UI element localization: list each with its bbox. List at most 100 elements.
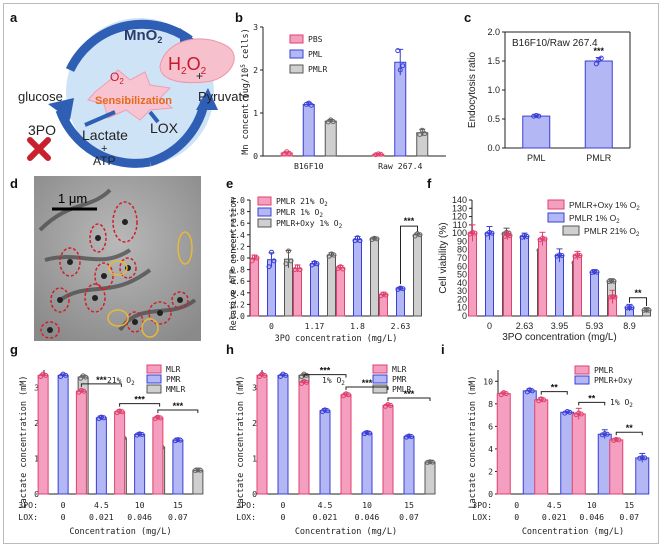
data-point-g	[197, 467, 203, 473]
y-tick-label-c: 0.0	[487, 143, 500, 153]
data-point-i	[564, 408, 570, 414]
data-point-f	[644, 307, 649, 313]
y-axis-label-b-main: Mn concent (ug/10	[241, 68, 251, 155]
x-tick-label-f: 8.9	[623, 321, 636, 331]
row-value-lox-i: 0	[514, 512, 519, 522]
y-tick-label-f: 70	[457, 253, 467, 263]
condition-label-h: 1% O2	[322, 376, 345, 387]
data-point-h	[325, 408, 330, 414]
data-point-h	[404, 434, 409, 440]
red-dashed-circle	[50, 287, 70, 313]
red-dashed-circle	[84, 283, 106, 313]
data-point-f	[559, 253, 565, 259]
legend-swatch-i	[574, 375, 590, 385]
legend-label-f-main: PMLR 21% O	[584, 226, 636, 236]
data-point-e	[340, 266, 346, 272]
legend-label-f-main: PMLR 1% O	[569, 213, 617, 223]
data-point-i	[576, 410, 582, 416]
yellow-circle	[177, 231, 193, 265]
red-dashed-circle	[148, 301, 172, 325]
legend-label-i: PMLR	[594, 366, 613, 375]
data-point-i	[602, 431, 608, 437]
data-point-e	[271, 258, 277, 264]
significance-g: ***	[173, 401, 184, 411]
legend-label-f: PMLR+Oxy 1% O2	[569, 200, 640, 212]
legend-swatch-f	[547, 212, 565, 223]
data-point-e	[312, 260, 317, 266]
legend-swatch-f	[562, 225, 580, 236]
row-value-3po-h: 0	[281, 500, 286, 510]
x-tick-label-f: 3.95	[551, 321, 569, 331]
data-point-i	[637, 455, 643, 461]
condition-label-g-sub: 2	[131, 380, 135, 387]
data-point-i	[604, 431, 610, 437]
data-point-f	[627, 305, 632, 311]
legend-label-b: PMLR	[308, 65, 327, 74]
data-point-e	[295, 264, 300, 270]
bar-i-pmlr	[496, 393, 511, 495]
y-tick-label-h: 2	[252, 418, 257, 428]
y-tick-label-c: 1.5	[487, 56, 500, 66]
row-value-3po-h: 15	[404, 500, 414, 510]
significance-bracket-h	[387, 397, 431, 402]
lox-label: LOX	[150, 120, 179, 136]
y-tick-label-e: 0.4	[230, 288, 245, 298]
data-point-g	[83, 374, 89, 380]
x-axis-label-g: Concentration (mg/L)	[69, 527, 171, 537]
data-point-g	[101, 415, 107, 421]
row-value-3po-i: 10	[587, 500, 597, 510]
bar-e-pmlr-oxy-1-o	[370, 238, 379, 317]
panel-letter-a: a	[10, 10, 18, 25]
legend-swatch-e	[257, 196, 272, 206]
pyruvate-label: Pyruvate	[198, 89, 249, 104]
data-point-f	[504, 229, 509, 235]
y-tick-label-e: 0.8	[230, 265, 245, 275]
data-point-b	[378, 151, 384, 157]
data-point-h	[406, 433, 412, 439]
red-dashed-circle	[59, 247, 81, 277]
data-point-h	[425, 459, 430, 465]
y-axis-label-e: Relative ATP concentration	[229, 197, 239, 330]
data-point-e	[372, 235, 377, 241]
chart-i: 0 2 4 6 8 10 Lactate concentration (mM)3PO: LOX…	[468, 365, 650, 537]
data-point-i	[567, 409, 573, 415]
x-axis-label-i: Concentration (mg/L)	[522, 527, 624, 537]
y-tick-label-e: 1.2	[230, 241, 245, 251]
legend-label-h: PMR	[392, 375, 407, 384]
panel-letter-e: e	[226, 176, 233, 191]
data-point-i	[642, 455, 648, 461]
legend-swatch-h	[372, 374, 388, 384]
glucose-label: glucose	[18, 89, 63, 104]
significance-bracket-i	[540, 391, 568, 395]
bar-g-pmr	[95, 417, 107, 495]
data-point-e	[398, 285, 403, 291]
bar-f-pmlr-1-o	[555, 255, 564, 317]
legend-swatch-i	[574, 365, 590, 375]
data-point-h	[283, 372, 288, 378]
bar-i-pmlr	[571, 413, 586, 495]
bar-f-pmlr-1-o	[485, 232, 494, 317]
plus-sign-1: +	[196, 69, 203, 83]
bar-c-endocytosis-ratio	[522, 115, 551, 149]
row-value-3po-g: 15	[173, 500, 183, 510]
y-tick-label-i: 10	[483, 376, 493, 386]
significance-h: ***	[404, 389, 415, 399]
condition-label-g-main: 21% O	[107, 376, 131, 385]
data-point-i	[538, 396, 544, 402]
data-point-g	[117, 408, 123, 414]
bar-g-mmlr	[192, 469, 204, 495]
bar-h-mlr	[256, 374, 268, 495]
bar-h-pmr	[277, 374, 289, 495]
legend-label-g: PMR	[166, 375, 181, 384]
h2o2-burst	[159, 38, 235, 84]
condition-label-h-sub: 2	[341, 380, 345, 387]
data-point-f	[572, 253, 578, 259]
data-point-h	[364, 429, 370, 435]
data-point-f	[646, 307, 652, 313]
bar-h-pmlr	[424, 461, 436, 495]
y-tick-label-b: 0	[253, 151, 258, 161]
data-point-f	[540, 235, 545, 241]
legend-label-f-main: PMLR+Oxy 1% O	[569, 200, 637, 210]
data-point-c	[598, 55, 604, 61]
data-point-h	[409, 434, 414, 440]
